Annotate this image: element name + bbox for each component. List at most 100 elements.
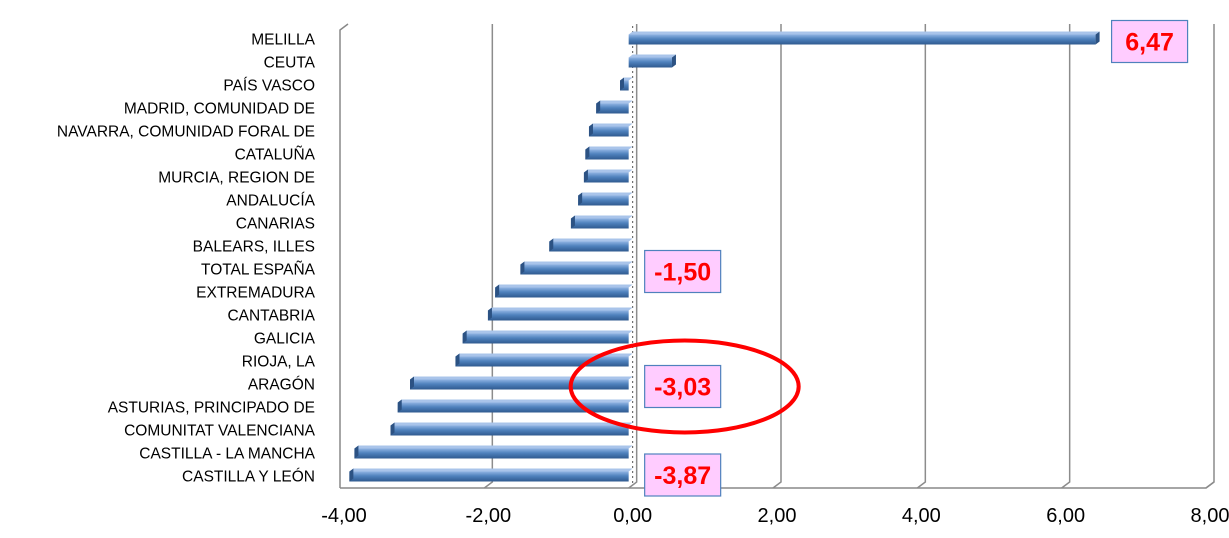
x-tick-labels: -4,00 -2,00 0,00 2,00 4,00 6,00 8,00: [321, 505, 1229, 527]
bar: [596, 103, 629, 114]
category-label: CATALUÑA: [235, 147, 316, 164]
bars: [349, 31, 1100, 482]
category-label: RIOJA, LA: [242, 354, 316, 371]
bar: [620, 80, 629, 91]
category-label: CASTILLA Y LEÓN: [182, 469, 315, 486]
bar: [549, 241, 629, 252]
gridline: [772, 24, 782, 489]
bar-end-face: [495, 284, 500, 298]
bar-end-face: [578, 192, 583, 206]
bar-end-face: [397, 399, 402, 413]
bar-top-face: [520, 261, 633, 265]
bar-top-face: [583, 169, 633, 173]
bar-end-face: [487, 307, 492, 321]
gridlines: [483, 24, 1215, 489]
gridline: [1205, 24, 1215, 489]
category-label: MELILLA: [251, 32, 315, 49]
bar-end-face: [620, 77, 625, 91]
category-label: NAVARRA, COMUNIDAD FORAL DE: [57, 124, 315, 141]
bar-end-face: [596, 100, 601, 114]
bar-end-face: [585, 146, 590, 160]
bar-end-face: [570, 215, 575, 229]
x-tick-label: 4,00: [902, 505, 941, 527]
bar-end-face: [549, 238, 554, 252]
bar-top-face: [596, 100, 633, 104]
bar: [455, 356, 629, 367]
bar: [349, 471, 629, 482]
bar-end-face: [462, 330, 467, 344]
bar-end-face: [671, 54, 676, 68]
callouts: 6,47 -1,50 -3,03 -3,87: [568, 19, 1189, 497]
x-tick-label: -2,00: [466, 505, 512, 527]
category-label: CASTILLA - LA MANCHA: [139, 446, 315, 463]
bar-end-face: [354, 445, 359, 459]
callout-label: -3,03: [654, 374, 711, 402]
callout-box: [1110, 19, 1189, 64]
callout-box: [644, 249, 722, 294]
category-label: TOTAL ESPAÑA: [201, 262, 316, 279]
bar: [585, 149, 629, 160]
bar-end-face: [410, 376, 415, 390]
bar-top-face: [628, 54, 676, 58]
bar-top-face: [628, 31, 1100, 35]
bar: [628, 34, 1096, 45]
bar: [583, 172, 629, 183]
bar-end-face: [349, 468, 354, 482]
category-label: GALICIA: [254, 331, 316, 348]
category-label: BALEARS, ILLES: [193, 239, 315, 256]
x-tick-label: 0,00: [613, 505, 652, 527]
category-label: ASTURIAS, PRINCIPADO DE: [108, 400, 315, 417]
bar-top-face: [390, 422, 633, 426]
gridline: [628, 24, 638, 489]
callout-label: -3,87: [654, 462, 711, 490]
category-label: MURCIA, REGION DE: [158, 170, 315, 187]
highlight-ellipse: [568, 338, 801, 435]
bar: [354, 448, 629, 459]
category-label: MADRID, COMUNIDAD DE: [124, 101, 315, 118]
x-tick-label: 6,00: [1046, 505, 1085, 527]
bar-top-face: [585, 146, 633, 150]
bar-top-face: [349, 468, 633, 472]
category-label: EXTREMADURA: [196, 285, 316, 302]
bar: [588, 126, 629, 137]
category-label: COMUNITAT VALENCIANA: [124, 423, 316, 440]
bar: [397, 402, 629, 413]
category-label: PAÍS VASCO: [223, 78, 315, 95]
category-label: ANDALUCÍA: [226, 193, 315, 210]
bar: [487, 310, 629, 321]
bar-top-face: [495, 284, 633, 288]
bar-top-face: [462, 330, 633, 334]
category-label: CANARIAS: [236, 216, 315, 233]
bar: [390, 425, 629, 436]
bar-top-face: [578, 192, 633, 196]
plot-wall: [339, 23, 1215, 489]
callout-label: 6,47: [1125, 29, 1174, 57]
gridline: [1061, 24, 1071, 489]
bar-top-face: [549, 238, 633, 242]
x-tick-label: 8,00: [1191, 505, 1229, 527]
bar: [410, 379, 629, 390]
category-labels: MELILLA CEUTA PAÍS VASCO MADRID, COMUNIDAD …: [57, 32, 316, 486]
bar-top-face: [410, 376, 633, 380]
category-label: CANTABRIA: [227, 308, 315, 325]
gridline: [483, 24, 494, 489]
callout-label: -1,50: [654, 259, 711, 287]
bar: [495, 287, 629, 298]
bar-top-face: [570, 215, 633, 219]
bar: [520, 264, 629, 275]
bar-end-face: [588, 123, 593, 137]
bar: [570, 218, 629, 229]
x-tick-label: 2,00: [758, 505, 797, 527]
bar-top-face: [354, 445, 633, 449]
bar-end-face: [455, 353, 460, 367]
category-label: CEUTA: [264, 55, 316, 72]
callout-box: [644, 364, 722, 409]
bar-top-face: [588, 123, 633, 127]
gridline: [916, 24, 927, 489]
bar-end-face: [390, 422, 395, 436]
bar-end-face: [1095, 31, 1100, 45]
bar: [462, 333, 629, 344]
category-label: ARAGÓN: [248, 377, 315, 394]
bar: [628, 57, 672, 68]
